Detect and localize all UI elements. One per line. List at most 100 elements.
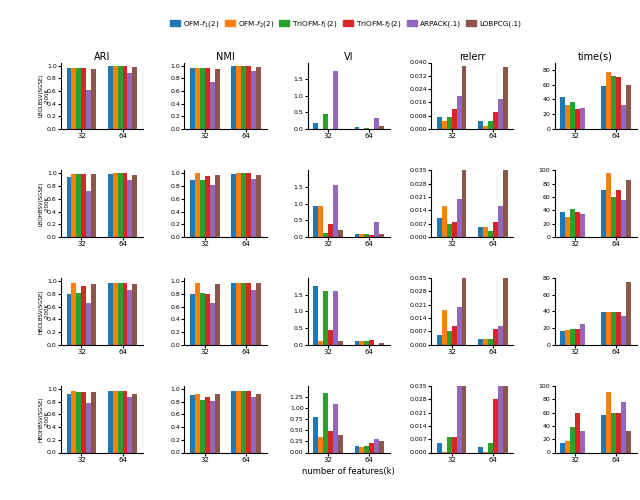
Bar [81,392,86,452]
Bar [108,66,113,129]
Bar [565,104,570,129]
Bar [127,396,132,452]
Bar [86,190,92,237]
Bar [364,446,369,452]
Bar [602,190,606,237]
Bar [333,291,338,344]
Bar [314,123,318,129]
Bar [246,174,251,237]
Bar [570,329,575,344]
Bar [616,412,621,453]
Bar [122,283,127,344]
Bar [122,391,127,452]
Bar [374,118,380,129]
Bar [355,234,360,237]
Bar [360,342,364,344]
Bar [369,234,374,237]
Bar [328,431,333,452]
Bar [611,76,616,129]
Bar [560,442,565,452]
Bar [488,339,493,344]
Bar [616,78,621,129]
Bar [493,400,498,452]
Bar [606,173,611,237]
Bar [205,176,210,237]
Title: VI: VI [344,52,353,62]
Bar [621,106,626,129]
Bar [621,402,626,452]
Bar [231,174,236,237]
Bar [132,67,138,129]
Bar [478,228,483,237]
Bar [626,430,631,452]
Bar [92,69,96,129]
Title: time(s): time(s) [578,52,613,62]
Bar [333,184,338,237]
Bar [478,339,483,344]
Bar [560,330,565,344]
Bar [355,446,360,452]
Bar [621,200,626,237]
Bar [611,312,616,344]
Bar [118,391,122,452]
Bar [190,396,195,452]
Bar [246,66,251,129]
Bar [478,120,483,129]
Bar [195,174,200,237]
Bar [461,386,467,452]
Bar [108,391,113,452]
Bar [231,283,236,344]
Bar [616,312,621,344]
Bar [127,74,132,129]
Bar [575,329,580,344]
Bar [195,68,200,129]
Bar [580,108,585,129]
Bar [251,70,256,129]
Bar [210,82,214,129]
Bar [565,217,570,237]
Bar [318,206,323,237]
Title: relerr: relerr [459,52,485,62]
Bar [626,282,631,344]
Bar [214,284,220,344]
Bar [602,86,606,129]
Bar [437,118,442,129]
Bar [621,316,626,344]
Bar [241,174,246,237]
Bar [205,294,210,344]
Bar [122,174,127,237]
Bar [452,326,456,344]
Bar [355,128,360,129]
Y-axis label: HBOLBSV(SGSE)
-200K: HBOLBSV(SGSE) -200K [38,289,49,334]
Bar [236,174,241,237]
Bar [81,174,86,237]
Bar [72,174,76,237]
Bar [483,126,488,129]
Bar [488,120,493,129]
Bar [488,231,493,237]
Bar [442,120,447,129]
Bar [127,180,132,237]
Bar [338,340,343,344]
Bar [246,391,251,452]
Y-axis label: LBOLBSV(SGSE)
-200K: LBOLBSV(SGSE) -200K [38,74,49,118]
Bar [580,324,585,344]
Bar [108,174,113,237]
Bar [338,230,343,237]
Bar [369,442,374,452]
Bar [86,304,92,344]
Bar [442,206,447,237]
Bar [560,212,565,237]
Bar [328,224,333,237]
Bar [200,180,205,237]
Bar [76,68,81,129]
Title: NMI: NMI [216,52,235,62]
Bar [314,286,318,344]
Bar [626,84,631,129]
Bar [565,330,570,344]
Bar [314,417,318,452]
Bar [483,339,488,344]
Bar [456,96,461,129]
Bar [456,199,461,237]
Bar [190,294,195,344]
